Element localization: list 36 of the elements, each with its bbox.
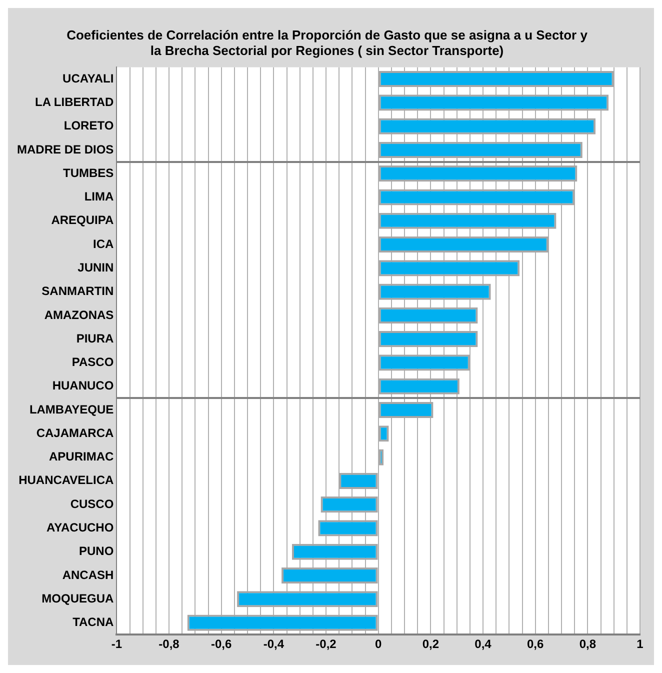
y-tick-label: UCAYALI [62, 71, 114, 86]
x-tick-label: 0,2 [422, 637, 440, 652]
y-tick-label: PUNO [79, 544, 114, 558]
y-tick-label: LIMA [84, 190, 114, 204]
y-tick-label: LA LIBERTAD [35, 94, 114, 109]
y-tick-label: ICA [93, 236, 114, 251]
y-tick-label: PIURA [76, 331, 114, 346]
x-tick-label: 1 [636, 637, 644, 652]
y-tick-label: TACNA [72, 615, 114, 630]
y-tick-label: ANCASH [62, 568, 114, 582]
y-tick-label: AMAZONAS [44, 308, 114, 322]
x-tick-label: -0,2 [316, 637, 337, 652]
y-tick-label: SANMARTIN [42, 284, 114, 298]
y-tick-label: LORETO [64, 118, 114, 133]
y-tick-label: AREQUIPA [51, 213, 114, 228]
y-tick-label: TUMBES [63, 166, 114, 180]
y-tick-label: APURIMAC [49, 450, 114, 464]
x-tick-label: -0,6 [210, 637, 232, 652]
y-tick-label: HUANCAVELICA [18, 473, 114, 488]
y-tick-label: AYACUCHO [46, 520, 114, 535]
y-tick-label: CUSCO [70, 496, 114, 511]
y-tick-label: LAMBAYEQUE [29, 402, 114, 416]
x-tick-label: -1 [111, 637, 122, 652]
x-tick-label: 0 [374, 637, 382, 652]
y-tick-label: MADRE DE DIOS [16, 142, 114, 156]
y-tick-label: MOQUEGUA [42, 591, 114, 606]
x-tick-label: 0,8 [579, 637, 596, 652]
y-tick-label: PASCO [72, 355, 114, 370]
y-tick-label: JUNIN [78, 260, 114, 274]
x-tick-label: -0,8 [158, 637, 180, 652]
x-tick-label: 0,6 [526, 637, 544, 652]
x-tick-label: 0,4 [474, 637, 492, 652]
y-tick-label: HUANUCO [52, 378, 114, 393]
x-tick-label: -0,4 [263, 637, 284, 652]
chart-title: Coeficientes de Correlación entre la Proporción de Gasto que se asigna a u Sector y la Brecha Sectorial por Regiones ( sin Sector Transporte) [66, 27, 588, 58]
y-tick-label: CAJAMARCA [36, 426, 114, 440]
